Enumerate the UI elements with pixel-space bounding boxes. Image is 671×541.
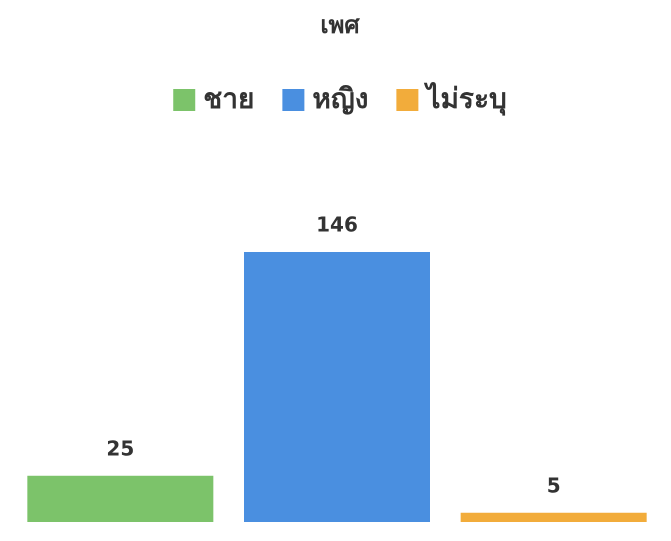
value-label: 5 [547,473,561,497]
legend-label: หญิง [312,82,368,115]
legend-label: ไม่ระบุ [423,82,506,116]
value-label: 25 [106,436,134,460]
legend-swatch [282,89,305,111]
bar [460,512,647,522]
value-label: 146 [316,213,358,237]
legend-label: ชาย [203,82,254,115]
legend-swatch [396,89,419,111]
bar [244,252,430,522]
legend-swatch [173,89,196,111]
chart-title: เพศ [320,11,360,39]
bar [27,475,214,522]
